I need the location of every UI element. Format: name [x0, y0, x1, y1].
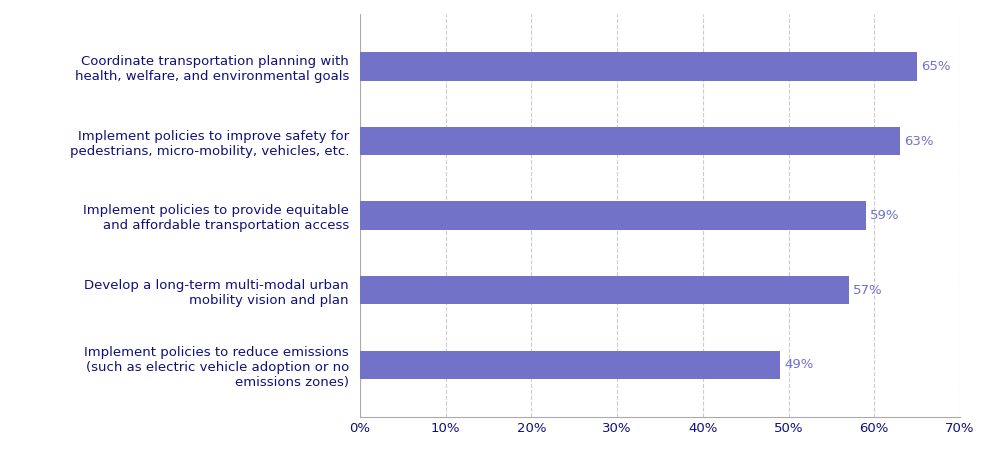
- Bar: [360, 351, 780, 379]
- Text: 59%: 59%: [870, 209, 900, 222]
- Bar: [360, 201, 866, 230]
- Text: 65%: 65%: [921, 60, 951, 73]
- Text: 63%: 63%: [904, 135, 934, 147]
- Bar: [360, 276, 849, 304]
- Bar: [360, 52, 917, 81]
- Text: 49%: 49%: [784, 358, 814, 372]
- Bar: [360, 127, 900, 155]
- Text: 57%: 57%: [853, 284, 882, 297]
